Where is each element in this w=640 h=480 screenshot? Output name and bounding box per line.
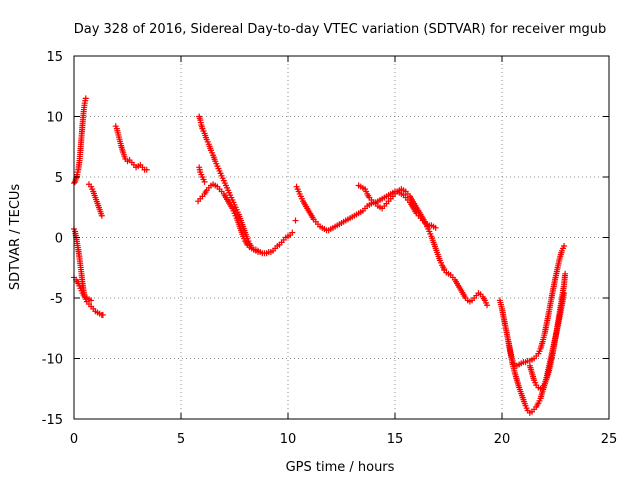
y-tick-label: -10 <box>42 353 63 368</box>
y-tick-label: 15 <box>46 50 63 65</box>
data-point <box>484 302 491 309</box>
series-arc-k <box>355 182 448 272</box>
data-point <box>88 297 95 304</box>
x-tick-label: 5 <box>177 432 185 447</box>
data-point <box>561 242 568 249</box>
data-point <box>289 229 296 236</box>
x-tick-label: 10 <box>280 432 297 447</box>
x-tick-label: 25 <box>601 432 618 447</box>
y-tick-label: -15 <box>42 413 63 428</box>
x-tick-label: 0 <box>70 432 78 447</box>
data-point <box>143 166 150 173</box>
y-tick-label: 5 <box>55 171 63 186</box>
y-tick-label: 10 <box>46 111 63 126</box>
grid-layer <box>74 56 609 419</box>
data-point <box>99 311 106 318</box>
data-point <box>292 217 299 224</box>
series-arc-d <box>85 181 105 219</box>
y-tick-label: -5 <box>50 292 63 307</box>
series-arc-h <box>196 164 208 185</box>
x-axis-label: GPS time / hours <box>286 460 395 475</box>
data-point <box>82 95 89 102</box>
series-arc-o <box>526 270 569 392</box>
data-markers <box>71 95 569 416</box>
series-arc-e <box>112 123 150 173</box>
x-tick-label: 15 <box>387 432 404 447</box>
series-arc-i <box>292 217 299 224</box>
data-point <box>98 212 105 219</box>
y-tick-label: 0 <box>55 232 63 247</box>
data-point <box>562 270 569 277</box>
series-arc-g <box>195 181 262 254</box>
y-axis-label: SDTVAR / TECUs <box>8 184 23 291</box>
axis-ticks: 0 5 10 15 20 25 -15 -10 -5 0 5 10 15 <box>42 50 618 447</box>
chart-title: Day 328 of 2016, Sidereal Day-to-day VTE… <box>74 22 607 37</box>
series-arc-l <box>441 267 491 309</box>
data-point <box>255 247 262 254</box>
x-tick-label: 20 <box>494 432 511 447</box>
data-point <box>432 224 439 231</box>
data-point <box>201 178 208 185</box>
plot-frame <box>73 55 610 420</box>
